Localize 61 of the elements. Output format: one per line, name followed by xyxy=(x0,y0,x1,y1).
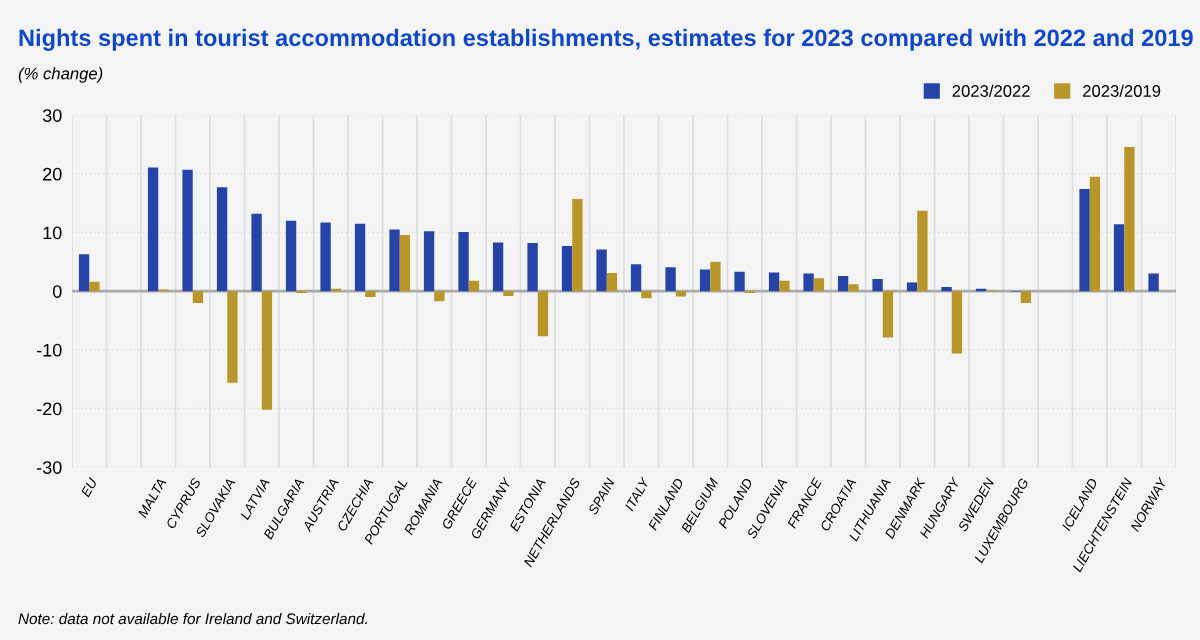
bar xyxy=(837,275,849,292)
bar xyxy=(227,291,238,383)
bar xyxy=(389,229,400,292)
bar xyxy=(182,169,193,292)
bar xyxy=(768,272,780,292)
bar xyxy=(423,231,435,292)
y-tick-label: 20 xyxy=(43,167,62,181)
bar xyxy=(1148,273,1159,292)
bar xyxy=(734,271,745,292)
bar xyxy=(537,291,549,337)
bar xyxy=(779,280,790,292)
bar xyxy=(1020,291,1032,303)
bar xyxy=(320,222,331,292)
bar xyxy=(606,273,618,292)
bar xyxy=(675,291,687,297)
bar xyxy=(434,291,445,302)
chart-subtitle: (% change) xyxy=(18,67,103,83)
chart-title: Nights spent in tourist accommodation establishments, estimates for 2023 compared with 2022 and 2019 xyxy=(19,28,1193,51)
bar xyxy=(596,249,607,292)
bar xyxy=(261,291,273,410)
bar xyxy=(848,284,859,292)
bar xyxy=(813,278,825,292)
bar xyxy=(192,291,204,303)
bar xyxy=(89,281,100,292)
bar xyxy=(492,242,504,292)
bar xyxy=(872,278,883,292)
bar xyxy=(285,220,297,292)
bar xyxy=(527,243,538,292)
bar xyxy=(399,234,411,292)
bar xyxy=(561,246,573,292)
bar xyxy=(78,254,90,292)
legend-label: 2023/2019 xyxy=(1083,84,1161,97)
bar xyxy=(803,273,814,292)
bar xyxy=(917,210,928,292)
bar xyxy=(1079,189,1090,292)
bar xyxy=(630,264,642,292)
bar xyxy=(354,223,366,292)
bar xyxy=(458,231,469,292)
legend-label: 2023/2022 xyxy=(952,84,1030,97)
y-tick-label: -10 xyxy=(36,343,62,357)
bar xyxy=(1124,146,1135,292)
y-tick-label: 0 xyxy=(52,285,62,298)
bar xyxy=(147,167,159,292)
bar xyxy=(665,267,676,292)
bar xyxy=(1089,176,1101,292)
y-tick-label: 10 xyxy=(43,226,62,240)
y-tick-label: -20 xyxy=(36,402,62,416)
y-tick-label: 30 xyxy=(42,109,62,122)
bar xyxy=(641,291,652,299)
bar xyxy=(251,213,262,292)
bar xyxy=(468,280,480,292)
y-tick-label: -30 xyxy=(36,461,62,474)
bar xyxy=(882,291,894,338)
bar xyxy=(572,199,583,292)
bar xyxy=(365,291,376,298)
bar xyxy=(906,282,918,292)
bar xyxy=(699,269,711,292)
bar xyxy=(951,291,963,354)
bar xyxy=(710,261,721,292)
bar xyxy=(216,187,228,292)
bar xyxy=(1113,224,1125,292)
